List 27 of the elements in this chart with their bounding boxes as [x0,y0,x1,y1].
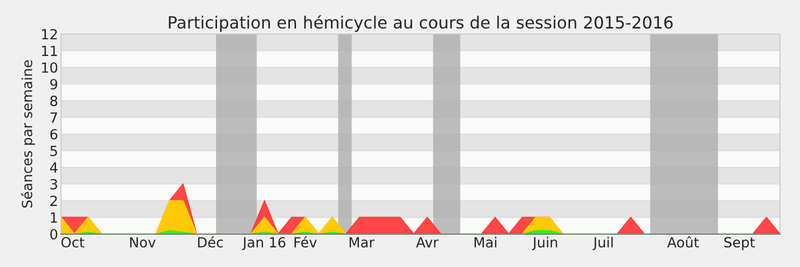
y-tick-label: 10 [42,62,58,73]
y-tick-label: 5 [50,146,58,156]
y-tick-label: 6 [50,128,58,140]
y-tick-label: 9 [50,78,58,90]
x-tick-label: Sept [724,237,755,250]
y-tick-label: 8 [50,96,58,106]
x-tick-label: Juil [592,236,613,250]
y-tick-label: 12 [42,28,57,40]
y-tick-label: 11 [42,46,57,56]
x-tick-label: Juin [532,236,558,250]
chart-title: Participation en hémicycle au cours de la session 2015-2016 [168,15,673,32]
y-tick-label: 0 [50,228,58,240]
x-tick-label: Mai [474,236,496,248]
x-tick-label: Nov [130,237,156,248]
y-axis-title: Séances par semaine [20,60,35,208]
x-tick-label: Mar [350,237,374,248]
x-tick-label: Déc [198,236,223,248]
x-tick-label: Jan 16 [242,237,286,250]
x-tick-label: Oct [61,237,84,248]
y-tick-label: 4 [50,162,58,173]
y-tick-label: 2 [50,196,57,206]
x-tick-label: Fév [294,236,317,248]
x-tick-label: Août [667,236,699,248]
x-tick-label: Avr [416,237,439,248]
y-tick-label: 3 [50,178,58,190]
y-tick-label: 1 [50,212,57,223]
y-tick-label: 7 [50,112,58,123]
